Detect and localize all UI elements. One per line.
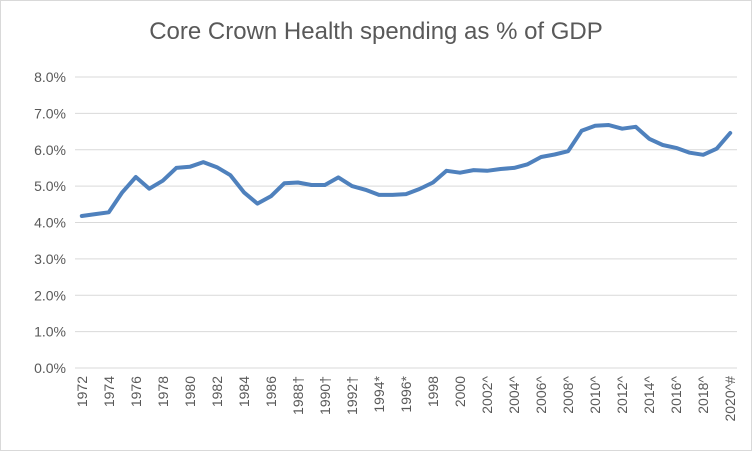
y-tick-label: 3.0% <box>34 251 66 267</box>
gridlines <box>75 76 737 333</box>
x-tick-label: 2000 <box>452 376 468 407</box>
x-tick-label: 1996* <box>398 375 414 412</box>
y-tick-label: 2.0% <box>34 287 66 303</box>
y-tick-label: 8.0% <box>34 69 66 85</box>
x-tick-label: 1990† <box>317 376 333 415</box>
y-tick-label: 6.0% <box>34 142 66 158</box>
x-tick-label: 2020^# <box>722 376 738 422</box>
x-tick-label: 2016^ <box>668 376 684 414</box>
x-tick-label: 1984 <box>236 376 252 407</box>
y-tick-label: 7.0% <box>34 105 66 121</box>
y-tick-label: 4.0% <box>34 215 66 231</box>
y-tick-label: 1.0% <box>34 324 66 340</box>
x-axis-ticks: 1972 1974 1976 1978 1980 1982 1984 1986 1988† 199… <box>74 375 738 421</box>
series-layer <box>79 123 733 218</box>
x-tick-label: 2014^ <box>641 376 657 414</box>
y-tick-label: 0.0% <box>34 360 66 376</box>
x-tick-label: 2018^ <box>695 376 711 414</box>
series-line <box>79 123 733 218</box>
y-axis-ticks: 0.0% 1.0% 2.0% 3.0% 4.0% 5.0% 6.0% 7.0% 8.0% <box>34 69 66 376</box>
x-tick-label: 1986 <box>263 376 279 407</box>
x-tick-label: 1978 <box>155 376 171 407</box>
x-tick-label: 1992† <box>344 376 360 415</box>
x-tick-label: 1974 <box>101 376 117 407</box>
x-tick-label: 1980 <box>182 376 198 407</box>
x-tick-label: 1994* <box>371 375 387 412</box>
x-tick-label: 2012^ <box>614 376 630 414</box>
x-tick-label: 2002^ <box>479 376 495 414</box>
x-tick-label: 2006^ <box>533 376 549 414</box>
x-tick-label: 1982 <box>209 376 225 407</box>
chart-title: Core Crown Health spending as % of GDP <box>149 18 603 45</box>
y-tick-label: 5.0% <box>34 178 66 194</box>
x-tick-label: 1998 <box>425 376 441 407</box>
x-tick-label: 1988† <box>290 376 306 415</box>
x-tick-label: 1976 <box>128 376 144 407</box>
x-tick-label: 1972 <box>74 376 90 407</box>
x-tick-label: 2010^ <box>587 376 603 414</box>
x-tick-label: 2008^ <box>560 376 576 414</box>
x-tick-label: 2004^ <box>506 376 522 414</box>
